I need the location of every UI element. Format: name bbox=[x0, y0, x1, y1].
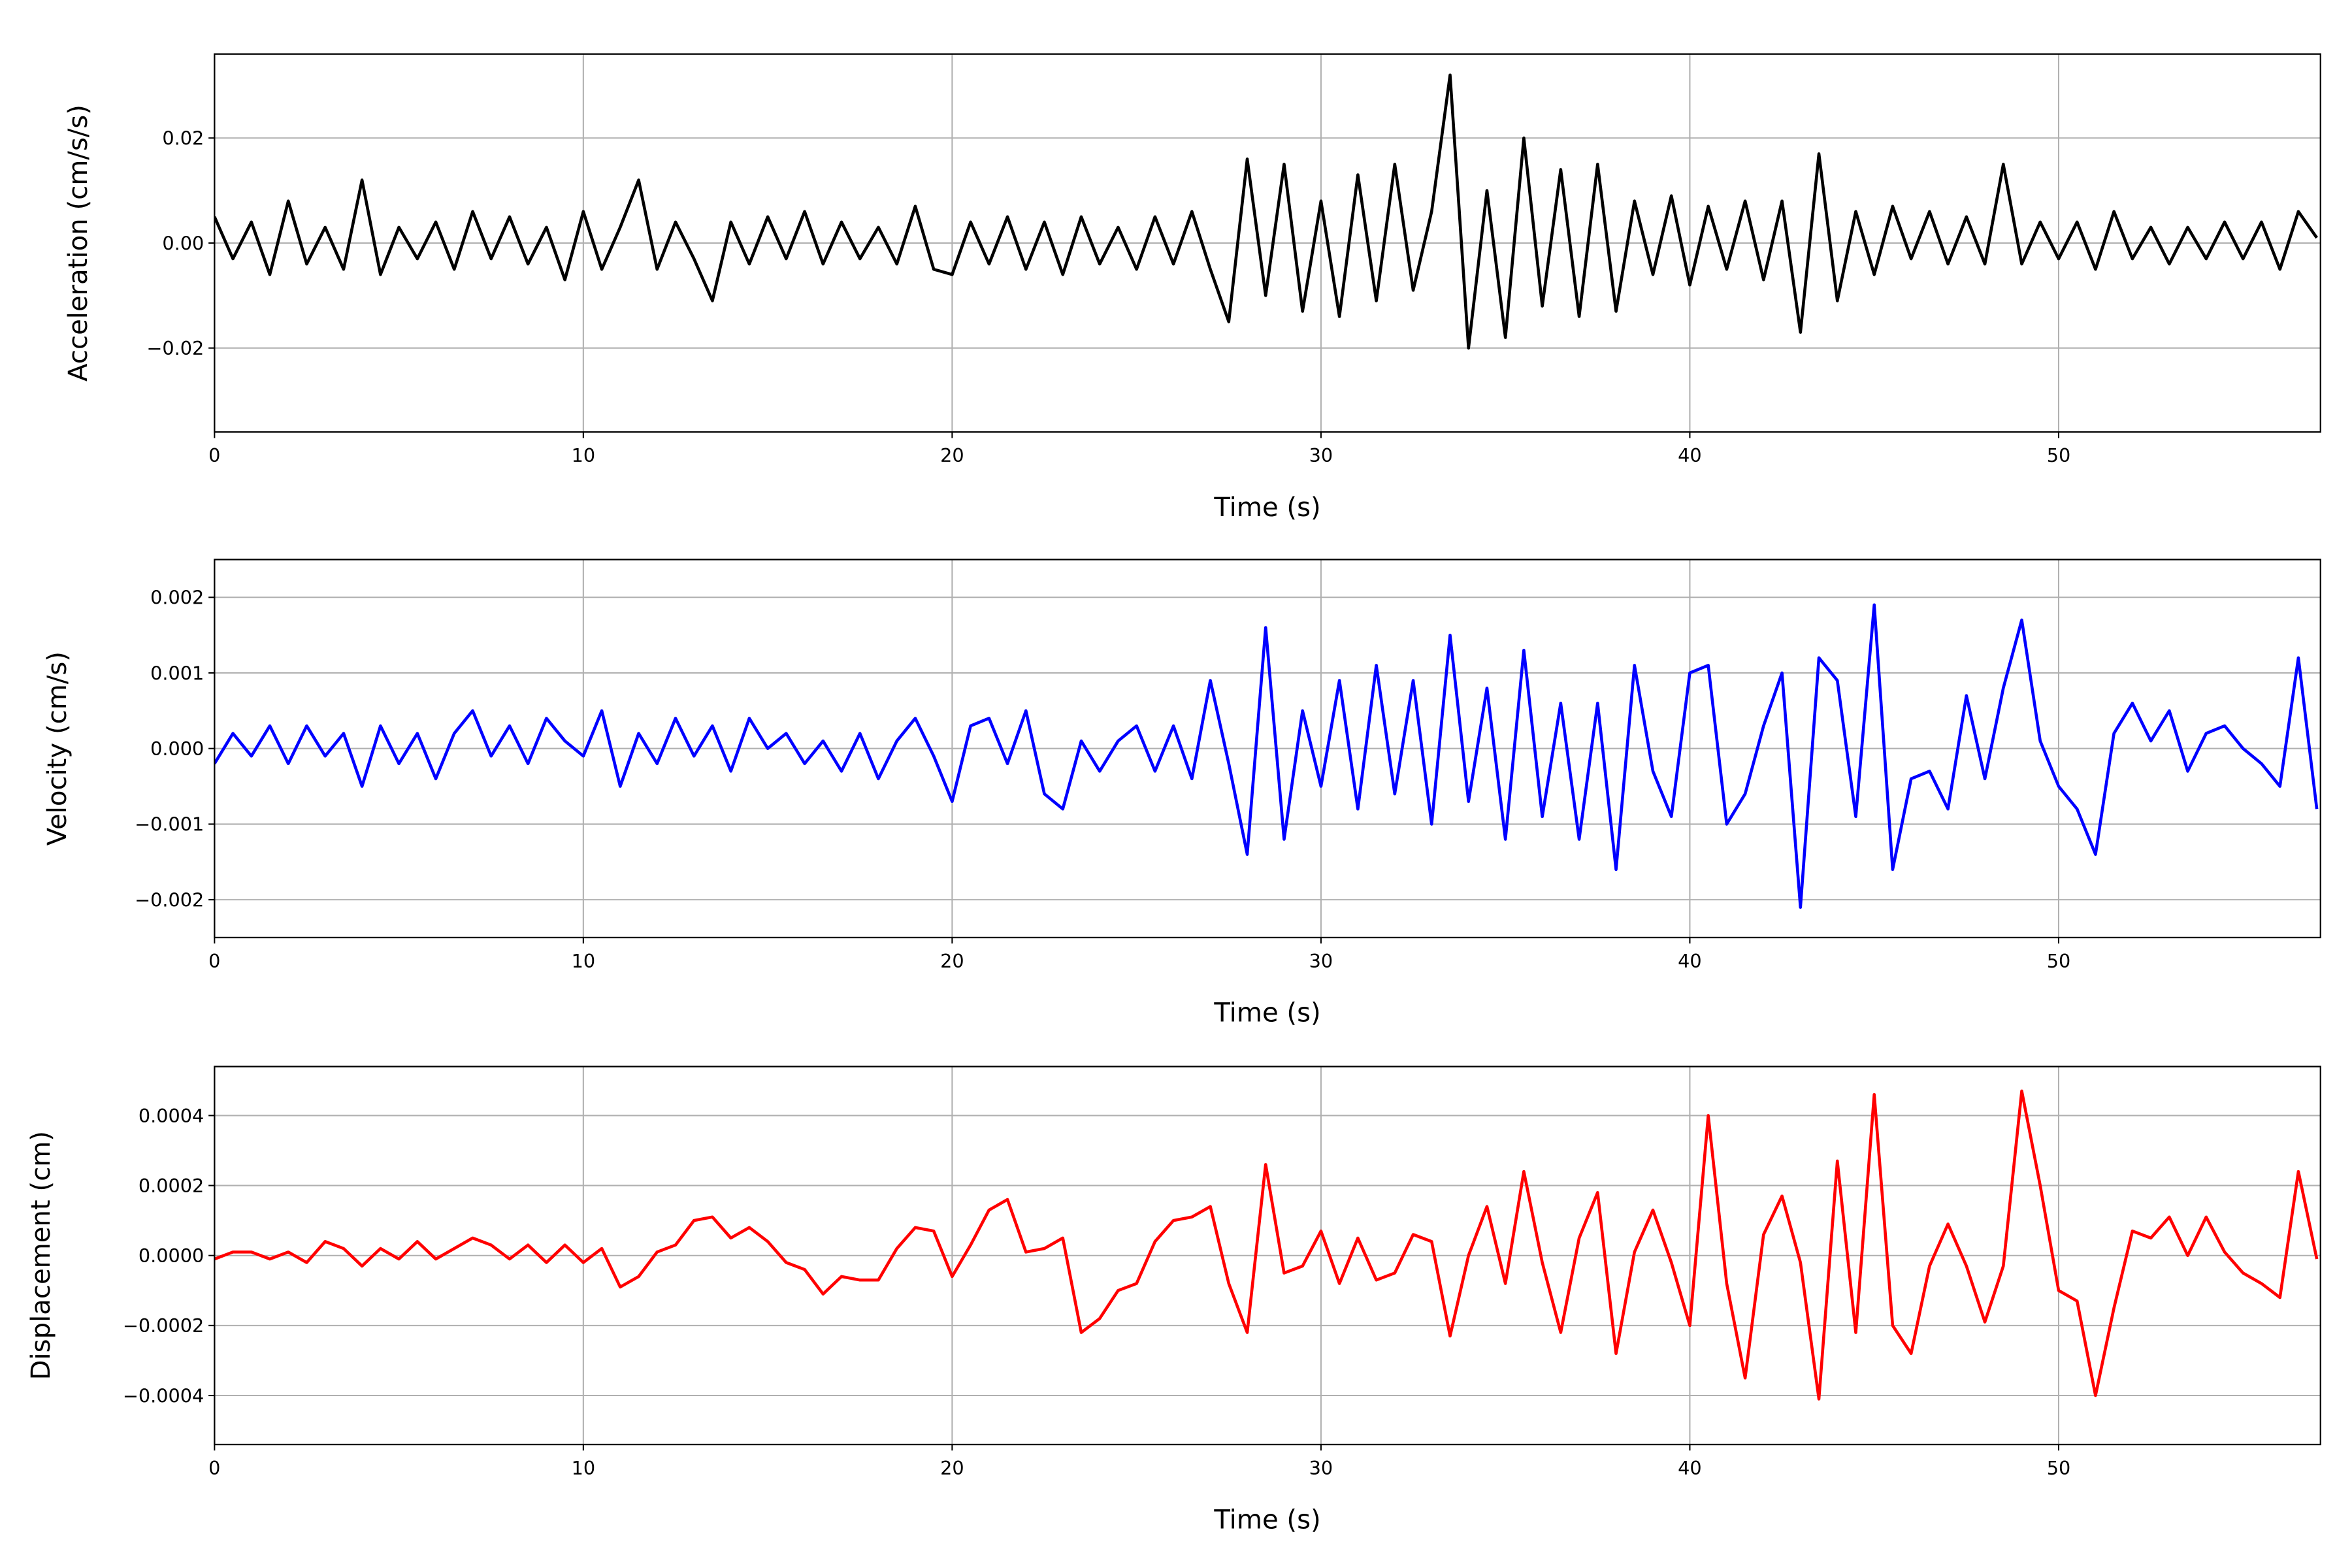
panel: 0 10 20 30 40 50 −0.02 0.00 0.02 Time (s) Accelera… bbox=[63, 53, 2321, 523]
y-tick-label: −0.002 bbox=[135, 889, 204, 911]
x-tick-label: 10 bbox=[572, 1457, 596, 1479]
x-tick-label: 20 bbox=[940, 444, 964, 466]
x-tick-label: 50 bbox=[2047, 950, 2071, 972]
plot-frame bbox=[214, 559, 2321, 939]
y-tick-label: 0.001 bbox=[150, 662, 204, 684]
panel: 0 10 20 30 40 50 −0.0004 −0.0002 0.0000 0.0002 0.0… bbox=[26, 1066, 2321, 1535]
y-tick-label: −0.001 bbox=[135, 813, 204, 836]
y-tick-label: 0.0004 bbox=[139, 1105, 204, 1127]
x-tick-label: 40 bbox=[1678, 950, 1702, 972]
plot-frame bbox=[214, 1066, 2321, 1446]
x-axis-label: Time (s) bbox=[1213, 998, 1320, 1028]
x-tick-label: 30 bbox=[1309, 950, 1333, 972]
data-line bbox=[214, 603, 2319, 909]
y-tick-label: 0.000 bbox=[150, 738, 204, 760]
x-tick-label: 30 bbox=[1309, 444, 1333, 466]
x-tick-label: 20 bbox=[940, 1457, 964, 1479]
y-tick-label: −0.0004 bbox=[123, 1384, 204, 1407]
x-tick-label: 50 bbox=[2047, 444, 2071, 466]
plot-frame bbox=[214, 53, 2321, 433]
panel: 0 10 20 30 40 50 −0.002 −0.001 0.000 0.001 0.002 Ti… bbox=[42, 559, 2321, 1028]
x-tick-label: 50 bbox=[2047, 1457, 2071, 1479]
y-tick-label: 0.0000 bbox=[139, 1245, 204, 1267]
y-tick-label: 0.002 bbox=[150, 587, 204, 609]
y-tick-label: −0.02 bbox=[146, 337, 204, 359]
y-tick-label: −0.0002 bbox=[123, 1315, 204, 1337]
x-tick-label: 30 bbox=[1309, 1457, 1333, 1479]
x-axis-label: Time (s) bbox=[1213, 1505, 1320, 1535]
x-tick-label: 0 bbox=[208, 1457, 220, 1479]
x-tick-label: 20 bbox=[940, 950, 964, 972]
x-tick-label: 10 bbox=[572, 444, 596, 466]
x-tick-label: 0 bbox=[208, 950, 220, 972]
y-tick-label: 0.0002 bbox=[139, 1175, 204, 1197]
data-line bbox=[214, 1089, 2319, 1401]
data-line bbox=[214, 73, 2319, 350]
y-axis-label: Velocity (cm/s) bbox=[42, 651, 73, 845]
x-axis-label: Time (s) bbox=[1213, 493, 1320, 523]
x-tick-label: 40 bbox=[1678, 1457, 1702, 1479]
y-tick-label: 0.00 bbox=[162, 232, 204, 254]
x-tick-label: 40 bbox=[1678, 444, 1702, 466]
y-axis-label: Acceleration (cm/s/s) bbox=[63, 105, 93, 382]
y-tick-label: 0.02 bbox=[162, 127, 204, 150]
x-tick-label: 10 bbox=[572, 950, 596, 972]
y-axis-label: Displacement (cm) bbox=[26, 1131, 56, 1380]
x-tick-label: 0 bbox=[208, 444, 220, 466]
